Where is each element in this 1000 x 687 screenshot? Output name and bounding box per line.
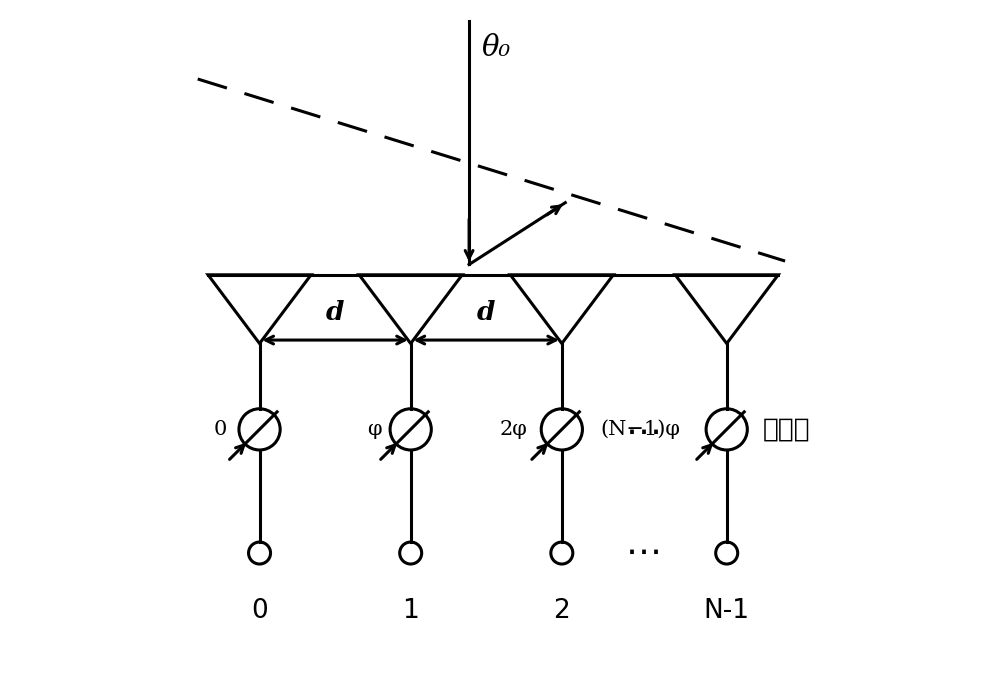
Text: ⋯: ⋯ (626, 536, 662, 570)
Text: 0: 0 (213, 420, 227, 439)
Text: ⋯: ⋯ (626, 416, 662, 450)
Text: d: d (477, 300, 496, 325)
Text: 移相器: 移相器 (762, 416, 810, 442)
Text: N-1: N-1 (704, 598, 750, 624)
Text: 2φ: 2φ (500, 420, 527, 439)
Text: θ₀: θ₀ (481, 34, 511, 63)
Text: 0: 0 (251, 598, 268, 624)
Text: d: d (326, 300, 344, 325)
Text: 2: 2 (553, 598, 570, 624)
Text: (N−1)φ: (N−1)φ (600, 420, 680, 439)
Text: 1: 1 (402, 598, 419, 624)
Text: φ: φ (367, 420, 382, 439)
